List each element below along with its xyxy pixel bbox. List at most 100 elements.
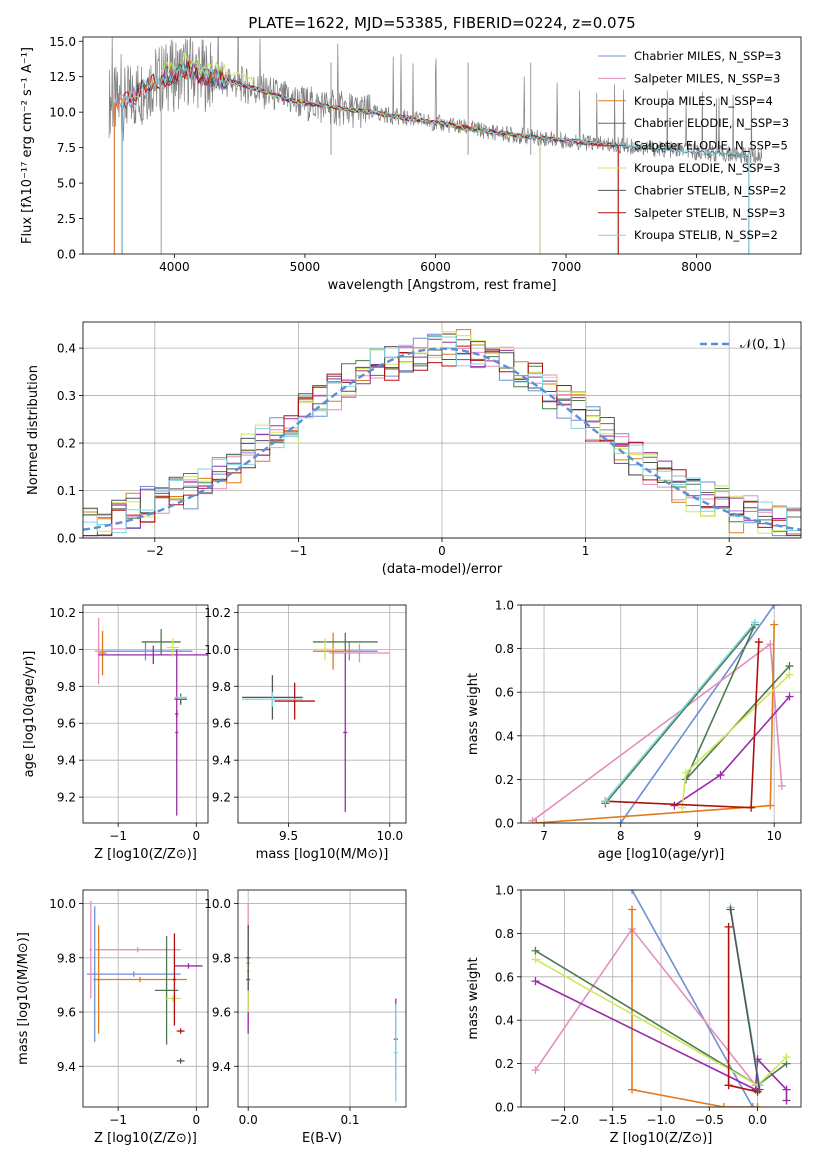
x-tick-label: 2 [725, 544, 733, 558]
ticks [79, 903, 197, 1111]
model-kroupa-stelib [121, 61, 749, 158]
marker-plus [785, 670, 794, 679]
y-tick-label: 9.8 [57, 680, 76, 694]
histogram-kroupa-stelib [83, 336, 801, 534]
x-tick-label: 7 [540, 829, 548, 843]
plot-area [528, 605, 794, 823]
y-tick-label: 10.0 [204, 643, 231, 657]
y-tick-label: 0.4 [495, 1014, 514, 1028]
x-tick-label: 10.0 [376, 829, 403, 843]
marker-plus [670, 801, 679, 810]
y-tick-label: 2.5 [57, 212, 76, 226]
legend-label: Salpeter STELIB, N_SSP=3 [634, 206, 785, 220]
plot-area [94, 617, 208, 816]
grid [83, 890, 208, 1107]
y-axis-label: mass [log10(M/M⊙)] [16, 932, 31, 1065]
axes-frame [237, 889, 407, 1108]
y-tick-label: 9.4 [57, 1060, 76, 1074]
y-tick-label: 9.8 [212, 951, 231, 965]
x-axis-label: age [log10(age/yr)] [598, 847, 725, 862]
marker-plus [724, 922, 733, 931]
legend-label: 𝒩(0, 1) [740, 336, 786, 351]
y-tick-label: 9.2 [212, 791, 231, 805]
x-tick-label: −1.5 [598, 1113, 627, 1127]
panel-age-vs-mass: 9.5 10.0 9.2 9.4 9.6 9.8 10.0 10.2 mass [log10(M… [204, 604, 407, 862]
marker-plus [628, 890, 637, 894]
marker-plus [716, 771, 725, 780]
grid [521, 889, 801, 1108]
axes-frame [82, 889, 209, 1108]
marker-plus [770, 620, 779, 629]
plot-area [108, 37, 763, 254]
marker-plus [782, 1085, 791, 1094]
y-tick-label: 0.8 [495, 642, 514, 656]
marker-plus [531, 1066, 540, 1075]
legend-label: Kroupa ELODIE, N_SSP=3 [634, 161, 780, 175]
x-tick-label: 9 [694, 829, 702, 843]
legend-label: Salpeter MILES, N_SSP=3 [634, 71, 780, 85]
y-tick-label: 9.4 [212, 754, 231, 768]
panel-mass-vs-EBV: 0.0 0.1 9.4 9.6 9.8 10.0 E(B-V) [204, 889, 407, 1146]
y-tick-label: 0.4 [495, 729, 514, 743]
x-tick-label: 0 [438, 544, 446, 558]
y-tick-label: 10.0 [49, 897, 76, 911]
marker-plus [755, 1085, 764, 1094]
x-axis-label: wavelength [Angstrom, rest frame] [328, 278, 557, 293]
y-tick-label: 7.5 [57, 141, 76, 155]
y-tick-label: 5.0 [57, 177, 76, 191]
x-tick-label: 6000 [420, 260, 451, 274]
y-tick-label: 0.6 [495, 970, 514, 984]
y-tick-label: 0.3 [57, 389, 76, 403]
x-axis-label: (data-model)/error [382, 562, 503, 577]
panel-mass-vs-Z: −1 0 9.4 9.6 9.8 10.0 Z [log10(Z/Z⊙)] mass [log… [16, 889, 209, 1146]
axes-frame [520, 889, 802, 1108]
series-kroupa-miles [631, 909, 758, 1107]
x-tick-label: 8000 [681, 260, 712, 274]
data-spectrum [108, 37, 763, 164]
x-tick-label: 0.1 [340, 1113, 359, 1127]
spectrum-title: PLATE=1622, MJD=53385, FIBERID=0224, z=0… [248, 14, 635, 32]
y-tick-label: 0.2 [57, 437, 76, 451]
y-tick-label: 9.8 [57, 951, 76, 965]
y-tick-label: 0.0 [495, 1101, 514, 1115]
marker-plus [616, 819, 625, 823]
x-tick-label: −1 [109, 829, 127, 843]
x-tick-label: −0.5 [695, 1113, 724, 1127]
histogram-salpeter-stelib [83, 345, 801, 537]
marker-plus [785, 662, 794, 671]
marker-plus [532, 819, 541, 823]
y-tick-label: 10.0 [49, 106, 76, 120]
y-axis-label: Normed distribution [26, 365, 41, 495]
y-tick-label: 9.4 [212, 1060, 231, 1074]
gaussian-curve [83, 347, 801, 531]
legend-label: Chabrier MILES, N_SSP=3 [634, 49, 781, 63]
marker-plus [628, 905, 637, 914]
series-chabrier-elodie [604, 624, 791, 804]
y-tick-label: 0.8 [495, 927, 514, 941]
x-axis-label: mass [log10(M/M⊙)] [256, 847, 389, 862]
marker-plus [747, 803, 756, 812]
y-tick-label: 9.6 [57, 717, 76, 731]
y-tick-label: 10.0 [49, 643, 76, 657]
marker-plus [531, 946, 540, 955]
y-tick-label: 9.6 [212, 717, 231, 731]
x-tick-label: 9.5 [279, 829, 298, 843]
y-tick-label: 0.4 [57, 342, 76, 356]
series-kroupa-stelib [604, 621, 756, 802]
x-axis-label: E(B-V) [302, 1131, 342, 1146]
y-tick-label: 12.5 [49, 70, 76, 84]
plot-area [83, 329, 801, 537]
marker-plus [681, 768, 690, 777]
x-tick-label: 0.0 [748, 1113, 767, 1127]
model-chabrier-stelib [122, 60, 749, 158]
plot-area [531, 890, 791, 1107]
legend-label: Chabrier ELODIE, N_SSP=3 [634, 116, 789, 130]
legend: Chabrier MILES, N_SSP=3 Salpeter MILES, N… [598, 49, 789, 242]
marker-plus [753, 1103, 762, 1107]
y-tick-label: 10.2 [204, 606, 231, 620]
x-tick-label: 7000 [551, 260, 582, 274]
y-tick-label: 0.0 [57, 532, 76, 546]
panel-age-vs-Z: −1 0 9.2 9.4 9.6 9.8 10.0 10.2 Z [log10(Z/Z⊙)] ag… [22, 604, 209, 862]
model-kroupa-elodie [160, 52, 540, 140]
x-tick-label: −2.0 [550, 1113, 579, 1127]
